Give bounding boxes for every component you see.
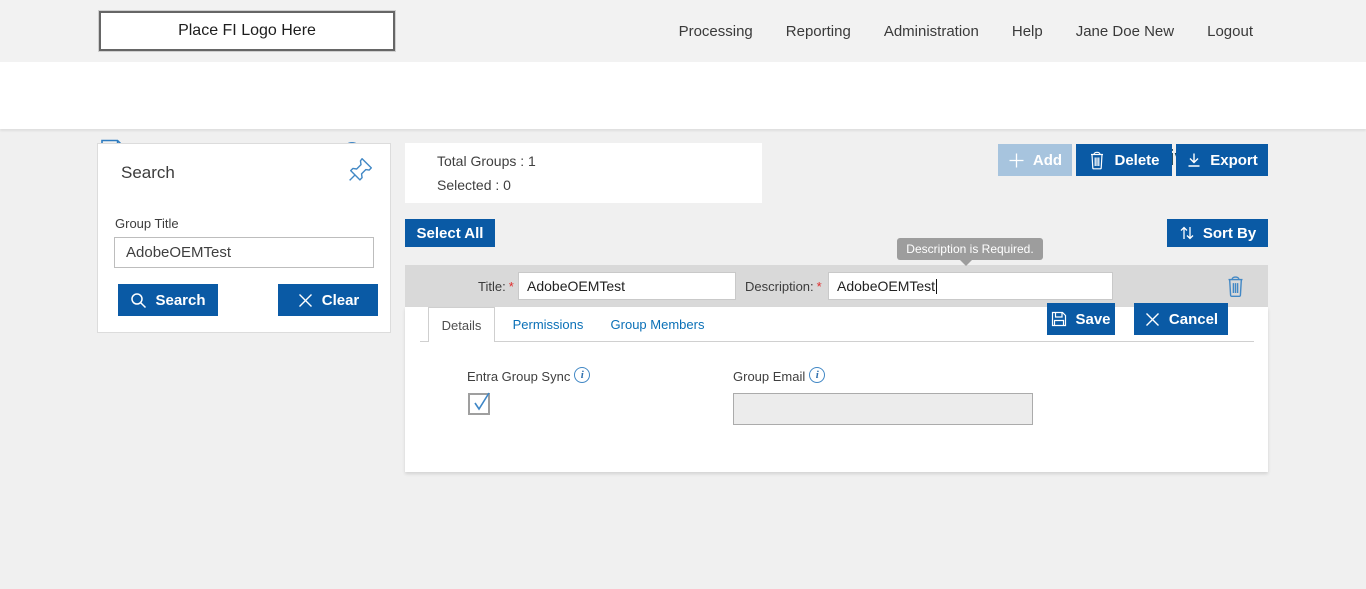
tab-details[interactable]: Details	[428, 307, 495, 342]
validation-tooltip: Description is Required.	[897, 238, 1043, 266]
nav-item-administration[interactable]: Administration	[883, 22, 979, 40]
delete-button[interactable]: Delete	[1076, 144, 1172, 176]
row-trash-icon[interactable]	[1225, 273, 1246, 299]
total-groups: Total Groups : 1	[437, 153, 536, 169]
detail-card: Details Permissions Group Members Save C…	[405, 303, 1268, 472]
select-all-label: Select All	[416, 224, 484, 242]
tab-divider	[420, 341, 1254, 342]
download-icon	[1186, 152, 1202, 168]
title-label-text: Title:	[478, 279, 506, 294]
add-button[interactable]: Add	[998, 144, 1072, 176]
page-header: Group Maintenance Kinective Sign	[0, 62, 1366, 171]
save-button[interactable]: Save	[1047, 303, 1115, 335]
search-button[interactable]: Search	[118, 284, 218, 316]
cancel-button[interactable]: Cancel	[1134, 303, 1228, 335]
validation-tooltip-text: Description is Required.	[906, 242, 1034, 256]
group-title-input[interactable]	[114, 237, 374, 268]
entra-label-text: Entra Group Sync	[467, 369, 571, 384]
description-value: AdobeOEMTest	[837, 278, 936, 294]
top-bar: Place FI Logo Here Processing Reporting …	[0, 0, 1366, 62]
nav-item-processing[interactable]: Processing	[678, 22, 753, 40]
export-button[interactable]: Export	[1176, 144, 1268, 176]
total-groups-value: 1	[528, 153, 536, 169]
description-input[interactable]: AdobeOEMTest	[828, 272, 1113, 300]
entra-info-icon[interactable]	[574, 367, 591, 383]
group-email-label-text: Group Email	[733, 369, 806, 384]
tab-group-members[interactable]: Group Members	[610, 316, 705, 332]
sort-by-button[interactable]: Sort By	[1167, 219, 1268, 247]
total-groups-label: Total Groups :	[437, 153, 525, 169]
sort-icon	[1179, 225, 1195, 241]
cancel-button-label: Cancel	[1168, 310, 1219, 328]
nav-item-help[interactable]: Help	[1011, 22, 1043, 40]
export-button-label: Export	[1210, 151, 1258, 169]
nav-item-logout[interactable]: Logout	[1207, 22, 1253, 40]
search-panel-title: Search	[121, 163, 175, 182]
clear-button[interactable]: Clear	[278, 284, 378, 316]
description-field-label: Description: *	[745, 279, 822, 294]
select-all-button[interactable]: Select All	[405, 219, 495, 247]
x-icon	[297, 292, 314, 309]
group-email-info-icon[interactable]	[809, 367, 826, 383]
plus-icon	[1008, 152, 1025, 169]
group-email-input	[733, 393, 1033, 425]
top-nav: Processing Reporting Administration Help…	[679, 0, 1253, 62]
clear-button-label: Clear	[321, 291, 360, 309]
description-required-marker: *	[816, 279, 822, 294]
pin-icon[interactable]	[348, 156, 374, 182]
add-button-label: Add	[1032, 151, 1063, 169]
search-button-label: Search	[155, 291, 206, 309]
title-required-marker: *	[508, 279, 514, 294]
entra-group-sync-label: Entra Group Sync	[467, 367, 591, 384]
tab-permissions[interactable]: Permissions	[512, 316, 584, 332]
selected-label: Selected :	[437, 177, 500, 193]
search-icon	[130, 292, 147, 309]
entra-group-sync-checkbox[interactable]	[468, 392, 490, 415]
group-title-label: Group Title	[115, 216, 179, 231]
delete-button-label: Delete	[1114, 151, 1160, 169]
group-email-label: Group Email	[733, 367, 826, 384]
group-row: Title:* Description:* AdobeOEMTest	[405, 265, 1268, 307]
selected-value: 0	[503, 177, 511, 193]
trash-icon	[1088, 150, 1106, 170]
fi-logo-placeholder: Place FI Logo Here	[99, 11, 395, 51]
search-panel: Search Group Title Search Clear	[97, 143, 391, 333]
summary-box: Total Groups : 1 Selected : 0	[405, 143, 762, 203]
description-label-text: Description:	[745, 279, 814, 294]
title-input[interactable]	[518, 272, 736, 300]
x-icon	[1144, 311, 1161, 328]
nav-item-reporting[interactable]: Reporting	[785, 22, 851, 40]
fi-logo-text: Place FI Logo Here	[178, 22, 316, 39]
selected-count: Selected : 0	[437, 177, 511, 193]
text-caret	[936, 278, 938, 294]
checkmark-icon	[474, 392, 490, 411]
save-icon	[1051, 311, 1067, 327]
save-button-label: Save	[1075, 310, 1111, 328]
sort-by-label: Sort By	[1202, 224, 1257, 242]
nav-item-user[interactable]: Jane Doe New	[1075, 22, 1175, 40]
title-field-label: Title: *	[478, 279, 514, 294]
